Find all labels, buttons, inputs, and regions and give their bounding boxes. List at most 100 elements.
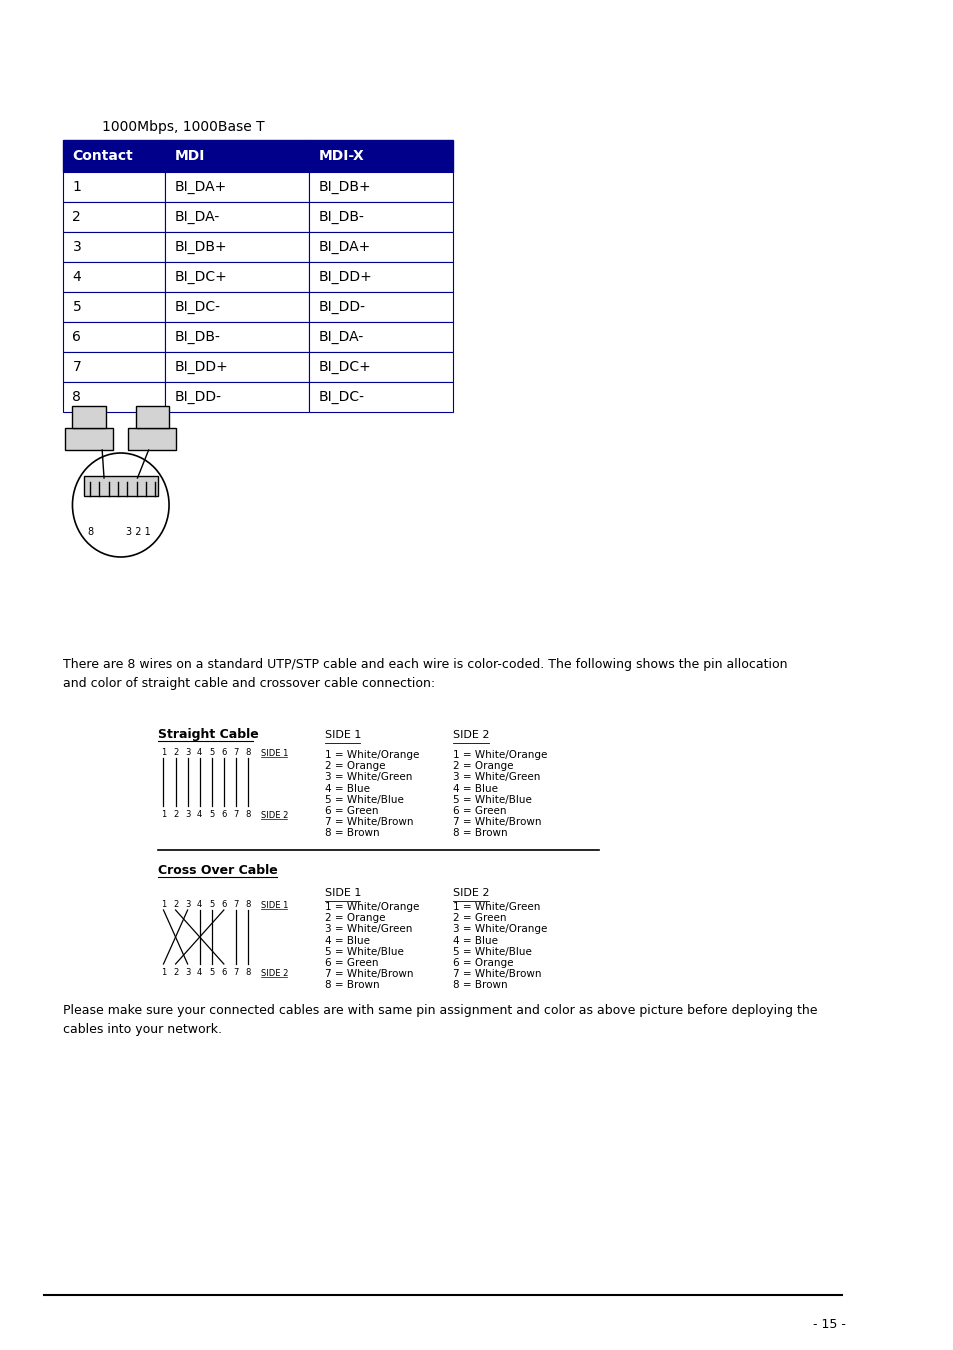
Bar bbox=[309, 202, 453, 232]
Text: Please make sure your connected cables are with same pin assignment and color as: Please make sure your connected cables a… bbox=[63, 1004, 817, 1035]
Text: BI_DA-: BI_DA- bbox=[174, 211, 219, 224]
Text: 7 = White/Brown: 7 = White/Brown bbox=[325, 969, 414, 979]
Bar bbox=[63, 262, 165, 292]
Text: 1: 1 bbox=[161, 968, 166, 977]
Text: 7: 7 bbox=[233, 968, 238, 977]
Text: 2 = Orange: 2 = Orange bbox=[325, 913, 385, 923]
Text: 4 = Blue: 4 = Blue bbox=[453, 936, 497, 945]
Bar bbox=[309, 262, 453, 292]
Bar bbox=[309, 352, 453, 382]
Text: 7: 7 bbox=[72, 360, 81, 374]
Text: SIDE 2: SIDE 2 bbox=[261, 811, 288, 819]
Text: BI_DA+: BI_DA+ bbox=[318, 240, 371, 254]
Text: 4: 4 bbox=[72, 270, 81, 284]
Text: 4: 4 bbox=[197, 810, 202, 819]
Bar bbox=[165, 171, 309, 202]
Text: 8 = Brown: 8 = Brown bbox=[453, 980, 507, 991]
Text: 5: 5 bbox=[209, 968, 214, 977]
Text: 3 2 1: 3 2 1 bbox=[126, 526, 151, 537]
Text: Straight Cable: Straight Cable bbox=[158, 728, 258, 741]
Text: BI_DC+: BI_DC+ bbox=[174, 270, 227, 284]
Text: 1 = White/Green: 1 = White/Green bbox=[453, 902, 540, 913]
Text: 1: 1 bbox=[72, 180, 81, 194]
Bar bbox=[165, 292, 309, 323]
Text: MDI-X: MDI-X bbox=[318, 148, 364, 163]
Text: 7 = White/Brown: 7 = White/Brown bbox=[453, 817, 541, 828]
Text: BI_DA-: BI_DA- bbox=[318, 329, 363, 344]
Bar bbox=[165, 262, 309, 292]
Text: 5 = White/Blue: 5 = White/Blue bbox=[325, 946, 403, 957]
Text: SIDE 1: SIDE 1 bbox=[325, 888, 361, 898]
Text: BI_DB-: BI_DB- bbox=[318, 211, 364, 224]
Text: 5: 5 bbox=[209, 748, 214, 757]
Text: 8 = Brown: 8 = Brown bbox=[453, 829, 507, 838]
Text: SIDE 1: SIDE 1 bbox=[325, 730, 361, 740]
Text: SIDE 1: SIDE 1 bbox=[261, 900, 288, 910]
Bar bbox=[165, 140, 309, 171]
Text: 6: 6 bbox=[221, 748, 226, 757]
Text: BI_DB+: BI_DB+ bbox=[318, 180, 371, 194]
Text: There are 8 wires on a standard UTP/STP cable and each wire is color-coded. The : There are 8 wires on a standard UTP/STP … bbox=[63, 657, 787, 690]
Text: SIDE 1: SIDE 1 bbox=[261, 749, 288, 757]
Text: 3 = White/Orange: 3 = White/Orange bbox=[453, 925, 547, 934]
Bar bbox=[63, 382, 165, 412]
Text: Contact: Contact bbox=[72, 148, 133, 163]
Text: 1: 1 bbox=[161, 748, 166, 757]
Text: 1 = White/Orange: 1 = White/Orange bbox=[325, 751, 419, 760]
Text: BI_DC-: BI_DC- bbox=[174, 300, 220, 315]
Text: BI_DB+: BI_DB+ bbox=[174, 240, 227, 254]
Bar bbox=[309, 232, 453, 262]
Bar bbox=[63, 352, 165, 382]
Text: 6: 6 bbox=[221, 900, 226, 909]
Text: 3: 3 bbox=[72, 240, 81, 254]
Text: SIDE 2: SIDE 2 bbox=[453, 888, 489, 898]
Text: BI_DC-: BI_DC- bbox=[318, 390, 364, 404]
Text: BI_DA+: BI_DA+ bbox=[174, 180, 227, 194]
Bar bbox=[63, 171, 165, 202]
Text: BI_DD-: BI_DD- bbox=[174, 390, 221, 404]
Text: 2: 2 bbox=[172, 748, 178, 757]
Text: 8 = Brown: 8 = Brown bbox=[325, 829, 379, 838]
Bar bbox=[63, 323, 165, 352]
Bar bbox=[63, 292, 165, 323]
Bar bbox=[165, 323, 309, 352]
Text: 8: 8 bbox=[245, 748, 251, 757]
Bar bbox=[65, 428, 113, 450]
Text: SIDE 2: SIDE 2 bbox=[453, 730, 489, 740]
Bar bbox=[72, 406, 106, 428]
Text: 2 = Orange: 2 = Orange bbox=[325, 761, 385, 771]
Text: 7: 7 bbox=[233, 748, 238, 757]
Text: 5 = White/Blue: 5 = White/Blue bbox=[325, 795, 403, 805]
Bar bbox=[63, 140, 165, 171]
Text: BI_DC+: BI_DC+ bbox=[318, 360, 371, 374]
Text: 6 = Green: 6 = Green bbox=[325, 958, 378, 968]
Text: MDI: MDI bbox=[174, 148, 205, 163]
Bar bbox=[128, 428, 176, 450]
Text: BI_DD-: BI_DD- bbox=[318, 300, 365, 315]
Text: 2 = Orange: 2 = Orange bbox=[453, 761, 514, 771]
Text: 1000Mbps, 1000Base T: 1000Mbps, 1000Base T bbox=[102, 120, 265, 134]
Text: 8: 8 bbox=[245, 968, 251, 977]
Text: 3: 3 bbox=[185, 748, 190, 757]
Text: 6: 6 bbox=[72, 329, 81, 344]
Bar bbox=[84, 477, 158, 495]
Text: 2: 2 bbox=[172, 900, 178, 909]
Text: 3: 3 bbox=[185, 900, 190, 909]
Text: 8: 8 bbox=[88, 526, 93, 537]
Bar bbox=[309, 323, 453, 352]
Text: 6: 6 bbox=[221, 968, 226, 977]
Text: 8: 8 bbox=[245, 810, 251, 819]
Bar bbox=[63, 232, 165, 262]
Text: 4 = Blue: 4 = Blue bbox=[325, 936, 370, 945]
Text: BI_DD+: BI_DD+ bbox=[174, 360, 228, 374]
Text: 7: 7 bbox=[233, 810, 238, 819]
Text: 7 = White/Brown: 7 = White/Brown bbox=[453, 969, 541, 979]
Text: 2: 2 bbox=[72, 211, 81, 224]
Text: 3 = White/Green: 3 = White/Green bbox=[325, 925, 412, 934]
Bar bbox=[309, 292, 453, 323]
Text: 7 = White/Brown: 7 = White/Brown bbox=[325, 817, 414, 828]
Bar bbox=[309, 140, 453, 171]
Bar bbox=[165, 382, 309, 412]
Text: 5: 5 bbox=[209, 900, 214, 909]
Text: 1 = White/Orange: 1 = White/Orange bbox=[453, 751, 547, 760]
